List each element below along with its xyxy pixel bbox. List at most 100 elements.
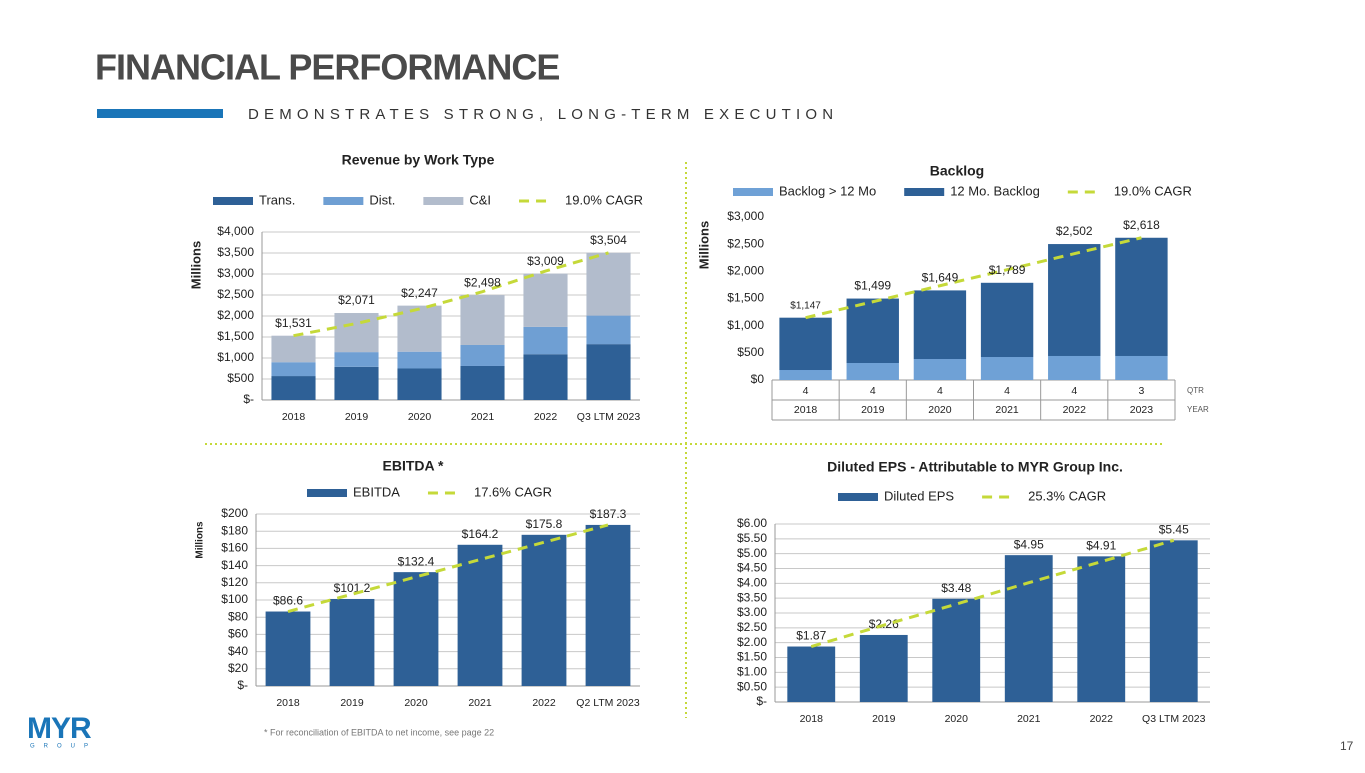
bar (932, 598, 981, 702)
total-label: $1,531 (275, 316, 312, 330)
bar (271, 362, 316, 377)
total-label: $1,499 (854, 279, 891, 293)
y-tick-label: $100 (221, 592, 248, 606)
x-tick-label: 2019 (345, 411, 369, 423)
y-axis-label: Millions (195, 521, 206, 559)
legend-label: Dist. (369, 192, 395, 207)
chart-title: Backlog (930, 163, 984, 179)
bar (779, 317, 832, 371)
x-tick-label: 2019 (340, 697, 364, 709)
legend-label: Diluted EPS (884, 488, 954, 503)
legend-swatch (213, 197, 253, 205)
y-tick-label: $2.00 (737, 635, 767, 649)
legend-swatch (307, 489, 347, 497)
y-tick-label: $160 (221, 541, 248, 555)
legend-label: 17.6% CAGR (474, 484, 552, 499)
bar (913, 290, 967, 360)
x-tick-label: 2018 (794, 404, 818, 416)
x-tick-label: 2022 (1063, 404, 1087, 416)
x-tick-label: 2021 (1017, 713, 1041, 725)
bar (1077, 556, 1126, 702)
bar (397, 351, 442, 369)
row-label: QTR (1187, 386, 1204, 395)
y-tick-label: $1,000 (217, 350, 254, 364)
y-tick-label: $- (756, 694, 767, 708)
legend-label: Backlog > 12 Mo (779, 183, 876, 198)
y-tick-label: $2,500 (217, 287, 254, 301)
x-tick-label: 2022 (534, 411, 558, 423)
slide-title: FINANCIAL PERFORMANCE (95, 47, 559, 88)
y-tick-label: $- (237, 678, 248, 692)
x-tick-label: 2018 (282, 411, 306, 423)
legend-label: 12 Mo. Backlog (950, 183, 1040, 198)
legend-label: C&I (469, 192, 491, 207)
y-tick-label: $1.00 (737, 665, 767, 679)
y-tick-label: $500 (737, 345, 764, 359)
y-tick-label: $200 (221, 506, 248, 520)
total-label: $2,502 (1056, 224, 1093, 238)
trend-line (805, 236, 1142, 320)
bar (585, 524, 631, 686)
y-tick-label: $4,000 (217, 224, 254, 238)
y-tick-label: $6.00 (737, 516, 767, 530)
logo: MYR (27, 712, 92, 745)
x-tick-label: Q3 LTM 2023 (577, 411, 641, 423)
total-label: $2,071 (338, 293, 375, 307)
legend-label: EBITDA (353, 484, 400, 499)
quarter-label: 4 (1004, 385, 1010, 397)
chart-title: EBITDA * (383, 458, 444, 474)
bar (460, 344, 505, 366)
x-tick-label: 2020 (928, 404, 952, 416)
y-tick-label: $80 (228, 609, 248, 623)
x-tick-label: 2020 (945, 713, 969, 725)
bar (980, 357, 1034, 380)
bar (265, 611, 311, 686)
data-label: $132.4 (398, 554, 435, 568)
y-tick-label: $2.50 (737, 620, 767, 634)
footnote: * For reconciliation of EBITDA to net in… (264, 727, 494, 737)
quarter-label: 3 (1138, 385, 1144, 397)
total-label: $1,649 (922, 271, 959, 285)
y-tick-label: $4.50 (737, 561, 767, 575)
y-tick-label: $3,000 (217, 266, 254, 280)
x-tick-label: Q3 LTM 2023 (1142, 713, 1206, 725)
x-tick-label: 2019 (861, 404, 885, 416)
bar (523, 273, 568, 327)
total-label: $3,009 (527, 254, 564, 268)
quarter-label: 4 (1071, 385, 1077, 397)
bar (1048, 355, 1101, 380)
slide-subtitle: DEMONSTRATES STRONG, LONG-TERM EXECUTION (248, 106, 838, 123)
trend-line (810, 538, 1175, 648)
quarter-label: 4 (937, 385, 943, 397)
bar (586, 315, 631, 345)
y-tick-label: $3.00 (737, 605, 767, 619)
logo-tagline: GROUP (30, 744, 97, 750)
y-tick-label: $1,500 (217, 329, 254, 343)
bar (1048, 244, 1101, 356)
y-tick-label: $0 (751, 372, 765, 386)
y-tick-label: $4.00 (737, 576, 767, 590)
y-tick-label: $0.50 (737, 679, 767, 693)
data-label: $5.45 (1159, 522, 1189, 536)
legend-swatch (323, 197, 364, 205)
y-tick-label: $2,000 (217, 308, 254, 322)
bar (334, 313, 379, 353)
y-tick-label: $2,000 (727, 264, 764, 278)
x-tick-label: 2019 (872, 713, 896, 725)
bar (846, 298, 899, 363)
bar (980, 282, 1034, 358)
data-label: $164.2 (462, 527, 499, 541)
y-tick-label: $3.50 (737, 590, 767, 604)
bar (787, 646, 836, 702)
legend-label: 25.3% CAGR (1028, 488, 1106, 503)
bar (397, 368, 442, 400)
y-axis-label: Millions (696, 221, 711, 269)
bar (460, 295, 505, 345)
y-tick-label: $120 (221, 575, 248, 589)
bar (913, 359, 967, 380)
page-number: 17 (1340, 739, 1354, 753)
y-tick-label: $5.00 (737, 546, 767, 560)
x-tick-label: 2023 (1130, 404, 1154, 416)
